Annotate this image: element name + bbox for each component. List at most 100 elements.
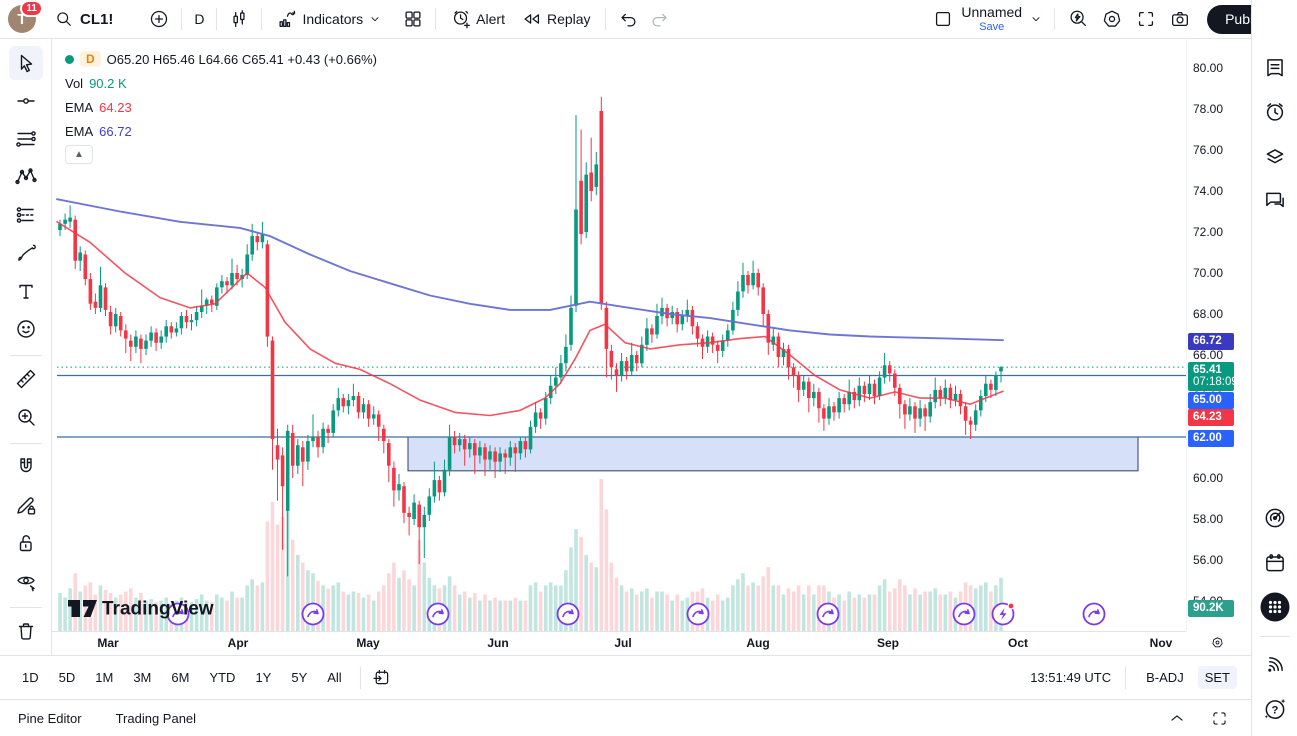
- symbol-legend-row[interactable]: D O65.20 H65.46 L64.66 C65.41 +0.43 (+0.…: [65, 48, 377, 70]
- radar-icon: [1265, 508, 1284, 528]
- expand-panel-button[interactable]: [1163, 705, 1191, 731]
- month-label: Apr: [227, 636, 249, 650]
- utc-clock[interactable]: 13:51:49 UTC: [1030, 670, 1112, 685]
- pine-editor-tab[interactable]: Pine Editor: [18, 710, 82, 726]
- chart-style-button[interactable]: [223, 3, 255, 35]
- range-1m[interactable]: 1M: [95, 670, 114, 685]
- symbol-search-button[interactable]: CL1!: [46, 5, 121, 33]
- time-axis[interactable]: Mar Apr May Jun Jul Aug Sep Oct Nov: [52, 631, 1186, 655]
- replay-jump-button[interactable]: [556, 602, 580, 626]
- range-toolbar: 1D 5D 1M 3M 6M YTD 1Y 5Y All 13:51:49 UT…: [0, 655, 1251, 699]
- range-1y[interactable]: 1Y: [255, 670, 272, 685]
- layout-menu-caret[interactable]: [1024, 3, 1048, 35]
- hide-drawings-button[interactable]: [9, 564, 43, 598]
- save-link[interactable]: Save: [979, 20, 1005, 33]
- text-icon: [18, 284, 33, 299]
- replay-jump-button[interactable]: [686, 602, 710, 626]
- month-label: Sep: [876, 636, 900, 650]
- replay-jump-button[interactable]: [816, 602, 840, 626]
- indicators-button[interactable]: Indicators: [268, 4, 391, 34]
- forecast-tool-button[interactable]: [9, 198, 43, 232]
- range-3m[interactable]: 3M: [133, 670, 152, 685]
- remove-drawings-button[interactable]: [9, 614, 43, 648]
- drawing-mode-lock-button[interactable]: [9, 488, 43, 522]
- maximize-panel-button[interactable]: [1205, 705, 1233, 731]
- zoom-in-tool-button[interactable]: [9, 400, 43, 434]
- trash-icon: [18, 623, 33, 640]
- price-tick: 80.00: [1193, 61, 1224, 75]
- help-button[interactable]: ?: [1257, 691, 1293, 727]
- measure-tool-button[interactable]: [9, 362, 43, 396]
- session-toggle[interactable]: SET: [1197, 666, 1237, 689]
- ema-fast-label: EMA: [65, 99, 94, 115]
- axis-settings-button[interactable]: [1208, 633, 1226, 651]
- emoji-tool-button[interactable]: [9, 312, 43, 346]
- alert-label: Alert: [476, 11, 505, 27]
- object-tree-button[interactable]: [1257, 139, 1293, 175]
- magnet-mode-button[interactable]: [9, 450, 43, 484]
- quick-search-button[interactable]: [1061, 3, 1095, 35]
- adjustment-toggle[interactable]: B-ADJ: [1146, 670, 1184, 685]
- layout-name-block[interactable]: Unnamed Save: [959, 4, 1024, 33]
- magnet-icon: [19, 458, 32, 473]
- economic-calendar-button[interactable]: [1257, 545, 1293, 581]
- range-1d[interactable]: 1D: [22, 670, 39, 685]
- price-axis[interactable]: 80.00 78.00 76.00 74.00 72.00 70.00 68.00 66.00…: [1186, 39, 1251, 631]
- replay-jump-button[interactable]: [166, 602, 190, 626]
- range-6m[interactable]: 6M: [171, 670, 190, 685]
- chat-button[interactable]: [1257, 184, 1293, 220]
- range-5y[interactable]: 5Y: [291, 670, 308, 685]
- price-tick: 72.00: [1193, 225, 1224, 239]
- brush-tool-button[interactable]: [9, 236, 43, 270]
- snapshot-button[interactable]: [1163, 3, 1197, 35]
- range-all[interactable]: All: [327, 670, 342, 685]
- range-5d[interactable]: 5D: [58, 670, 76, 685]
- trend-line-tool-button[interactable]: [9, 84, 43, 118]
- ema-fast-legend-row[interactable]: EMA 64.23: [65, 96, 377, 118]
- ema-slow-legend-row[interactable]: EMA 66.72: [65, 120, 377, 142]
- legend-collapse-button[interactable]: ▲: [65, 145, 93, 164]
- streams-button[interactable]: [1257, 647, 1293, 683]
- replay-label: Replay: [546, 11, 591, 27]
- interval-badge[interactable]: D: [80, 51, 101, 67]
- undo-button[interactable]: [612, 3, 644, 35]
- camera-icon: [1172, 11, 1189, 27]
- fullscreen-button[interactable]: [1129, 3, 1163, 35]
- redo-button[interactable]: [644, 3, 676, 35]
- month-label: Aug: [746, 636, 770, 650]
- go-to-date-button[interactable]: [367, 663, 397, 693]
- replay-jump-button[interactable]: [952, 602, 976, 626]
- layout-name: Unnamed: [961, 4, 1023, 21]
- grid-icon: [405, 11, 421, 27]
- price-chart[interactable]: TradingView: [52, 39, 1186, 631]
- trading-panel-tab[interactable]: Trading Panel: [115, 710, 197, 726]
- all-apps-button[interactable]: [1257, 589, 1293, 625]
- price-tick: 70.00: [1193, 266, 1224, 280]
- replay-jump-button[interactable]: [301, 602, 325, 626]
- alerts-panel-button[interactable]: [1257, 95, 1293, 131]
- layout-templates-button[interactable]: [397, 3, 429, 35]
- fib-retracement-tool-button[interactable]: [9, 122, 43, 156]
- range-ytd[interactable]: YTD: [209, 670, 236, 685]
- replay-jump-button[interactable]: [1082, 602, 1106, 626]
- ema-slow-value: 66.72: [99, 123, 132, 139]
- compare-add-symbol-button[interactable]: [143, 3, 175, 35]
- replay-jump-button[interactable]: [426, 602, 450, 626]
- settings-button[interactable]: [1095, 3, 1129, 35]
- screener-button[interactable]: [1257, 500, 1293, 536]
- chart-pane[interactable]: TradingView: [52, 39, 1186, 631]
- lock-all-drawings-button[interactable]: [9, 526, 43, 560]
- avatar[interactable]: T 11: [8, 0, 43, 33]
- watchlist-button[interactable]: [1257, 50, 1293, 86]
- replay-flash-button[interactable]: [991, 602, 1015, 626]
- cursor-tool-button[interactable]: [8, 46, 43, 80]
- maximize-icon: [1212, 711, 1226, 725]
- volume-legend-row[interactable]: Vol 90.2 K: [65, 72, 377, 94]
- replay-button[interactable]: Replay: [513, 4, 599, 34]
- text-tool-button[interactable]: [9, 274, 43, 308]
- tradingview-logo[interactable]: TradingView: [68, 599, 214, 620]
- interval-button[interactable]: D: [194, 11, 205, 27]
- pattern-tool-button[interactable]: [9, 160, 43, 194]
- alert-button[interactable]: Alert: [442, 4, 513, 34]
- layout-square-icon-button[interactable]: [927, 3, 959, 35]
